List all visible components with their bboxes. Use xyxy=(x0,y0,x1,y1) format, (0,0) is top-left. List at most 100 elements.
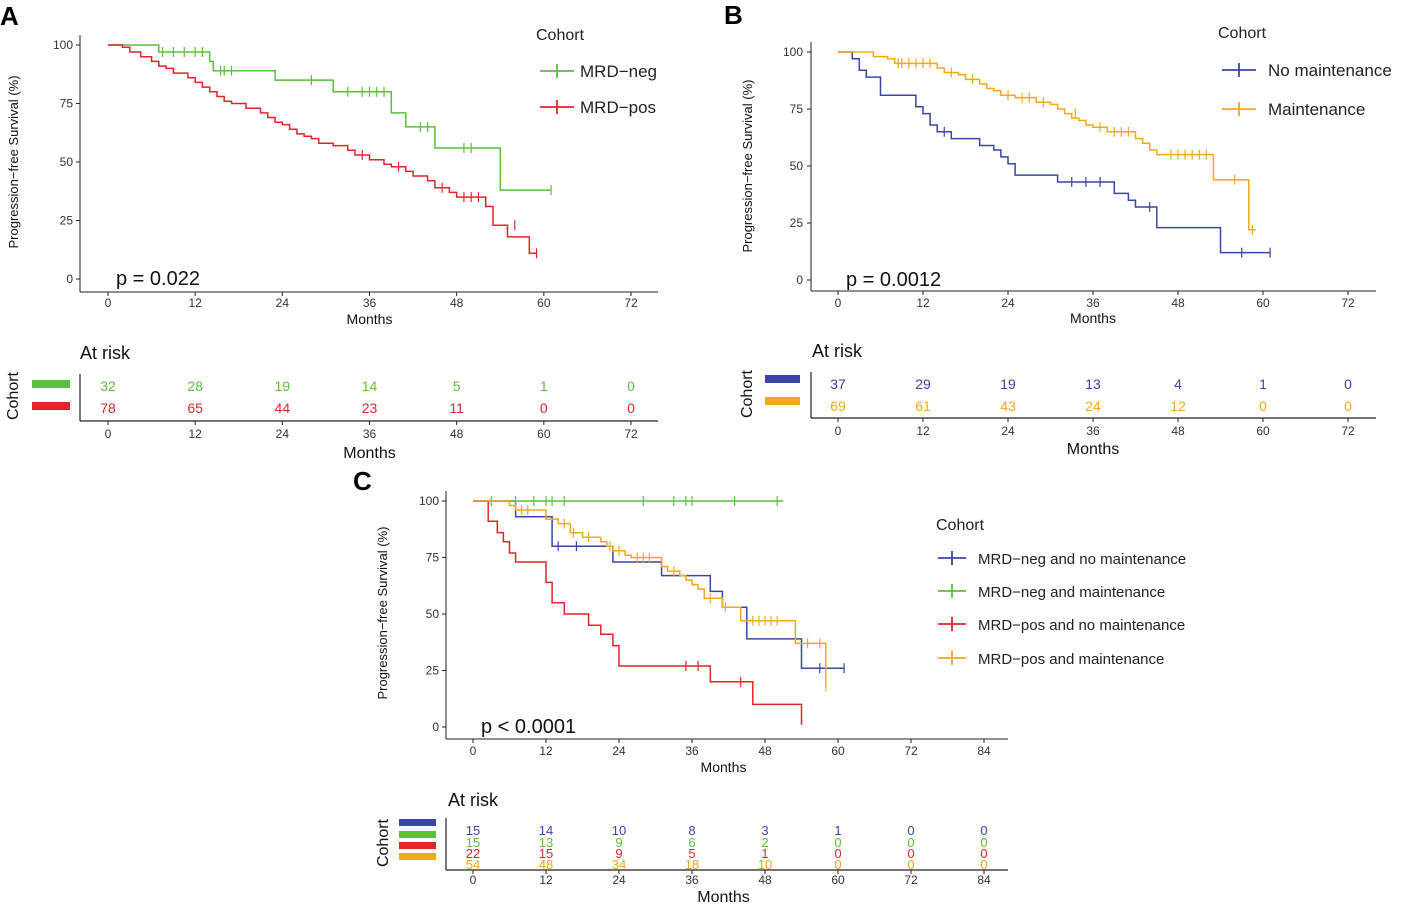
panel-c-risk-count: 9 xyxy=(615,846,622,861)
panel-b-risk-count: 61 xyxy=(915,398,931,414)
panel-b-risk-x-tick-label: 60 xyxy=(1256,424,1270,438)
panel-c-risk-count: 0 xyxy=(980,835,987,850)
panel-c-x-axis-label: Months xyxy=(701,759,747,775)
panel-c-risk-x-tick-label: 48 xyxy=(758,873,772,887)
panel-a-risk-count: 65 xyxy=(187,400,203,416)
panel-a-risk-swatch-1 xyxy=(32,402,70,410)
panel-b-risk-count: 4 xyxy=(1174,376,1182,392)
panel-c-x-tick-label: 84 xyxy=(977,744,991,758)
panel-c-risk-y-label: Cohort xyxy=(375,818,392,867)
panel-c-legend-label-3: MRD−pos and maintenance xyxy=(978,651,1164,668)
panel-a-y-tick-label: 100 xyxy=(53,38,73,52)
panel-label-c: C xyxy=(353,466,372,496)
panel-b-risk-count: 37 xyxy=(830,376,846,392)
panel-c-risk-swatch-1 xyxy=(399,831,436,838)
panel-a-risk-y-label: Cohort xyxy=(5,371,22,420)
panel-c-risk-count: 0 xyxy=(907,835,914,850)
panel-c-risk-count: 2 xyxy=(761,835,768,850)
panel-c-risk-x-tick-label: 24 xyxy=(612,873,626,887)
panel-c-risk-swatch-2 xyxy=(399,842,436,849)
panel-b-risk-x-tick-label: 24 xyxy=(1001,424,1015,438)
panel-c-x-tick-label: 0 xyxy=(470,744,477,758)
panel-c-risk-count: 18 xyxy=(685,857,699,872)
panel-c-risk-count: 0 xyxy=(980,857,987,872)
panel-label-b: B xyxy=(724,0,743,30)
panel-c-y-tick-label: 0 xyxy=(432,720,439,734)
panel-c-risk-count: 1 xyxy=(761,846,768,861)
panel-b-risk-count: 0 xyxy=(1344,376,1352,392)
panel-a-x-tick-label: 60 xyxy=(537,296,551,310)
panel-a-risk-count: 0 xyxy=(540,400,548,416)
panel-a-risk-x-label: Months xyxy=(343,445,395,462)
panel-a-risk-swatch-0 xyxy=(32,380,70,388)
panel-a-risk-count: 14 xyxy=(362,378,378,394)
panel-a-risk-x-tick-label: 48 xyxy=(450,427,464,441)
panel-b-y-tick-label: 0 xyxy=(796,273,803,287)
panel-c-risk-count: 0 xyxy=(834,846,841,861)
panel-b-risk-x-tick-label: 48 xyxy=(1171,424,1185,438)
panel-c-legend-title: Cohort xyxy=(936,517,985,534)
panel-b-risk-x-tick-label: 72 xyxy=(1341,424,1355,438)
panel-c-x-tick-label: 12 xyxy=(539,744,553,758)
panel-a-series-0-curve xyxy=(108,44,552,191)
panel-c-legend-label-1: MRD−neg and maintenance xyxy=(978,584,1165,601)
panel-b-y-tick-label: 50 xyxy=(790,159,804,173)
panel-b-x-tick-label: 72 xyxy=(1341,296,1355,310)
panel-a-x-tick-label: 0 xyxy=(105,296,112,310)
panel-c-risk-x-tick-label: 0 xyxy=(470,873,477,887)
panel-b-risk-count: 19 xyxy=(1000,376,1016,392)
panel-a-risk-count: 1 xyxy=(540,378,548,394)
panel-b-risk-count: 0 xyxy=(1344,398,1352,414)
panel-c-risk-swatch-0 xyxy=(399,819,436,826)
panel-b-risk-count: 69 xyxy=(830,398,846,414)
panel-a-y-tick-label: 0 xyxy=(66,272,73,286)
panel-c-risk-x-tick-label: 36 xyxy=(685,873,699,887)
panel-a-risk-x-tick-label: 0 xyxy=(105,427,112,441)
panel-b-p-value: p = 0.0012 xyxy=(846,269,941,291)
panel-b-x-tick-label: 36 xyxy=(1086,296,1100,310)
panel-c-risk-count: 9 xyxy=(615,835,622,850)
panel-a-y-tick-label: 50 xyxy=(60,155,74,169)
panel-b-risk-x-tick-label: 36 xyxy=(1086,424,1100,438)
panel-b-legend-title: Cohort xyxy=(1218,25,1267,42)
panel-c-risk-x-tick-label: 60 xyxy=(831,873,845,887)
panel-b-y-axis-label: Progression−free Survival (%) xyxy=(740,79,755,252)
panel-c-risk-count: 34 xyxy=(612,857,626,872)
panel-c-x-tick-label: 72 xyxy=(904,744,918,758)
panel-a-x-tick-label: 48 xyxy=(450,296,464,310)
panel-c-risk-count: 0 xyxy=(907,823,914,838)
panel-b-risk-count: 24 xyxy=(1085,398,1101,414)
panel-b-y-tick-label: 100 xyxy=(783,45,803,59)
panel-c-series-0-curve xyxy=(473,500,845,669)
panel-c-risk-count: 48 xyxy=(539,857,553,872)
panel-a-x-tick-label: 24 xyxy=(276,296,290,310)
panel-b-risk-count: 0 xyxy=(1259,398,1267,414)
panel-b-x-tick-label: 0 xyxy=(835,296,842,310)
panel-a-x-tick-label: 36 xyxy=(363,296,377,310)
panel-b-risk-count: 12 xyxy=(1170,398,1186,414)
panel-b-x-tick-label: 24 xyxy=(1001,296,1015,310)
panel-b-legend-label-1: Maintenance xyxy=(1268,100,1365,119)
panel-a-legend-title: Cohort xyxy=(536,27,585,44)
panel-b-risk-x-label: Months xyxy=(1067,441,1119,458)
panel-a-risk-x-tick-label: 72 xyxy=(624,427,638,441)
panel-a-risk-count: 0 xyxy=(627,400,635,416)
panel-b-x-tick-label: 12 xyxy=(916,296,930,310)
panel-c-y-axis-label: Progression−free Survival (%) xyxy=(375,526,390,699)
panel-c-risk-x-tick-label: 72 xyxy=(904,873,918,887)
panel-b-risk-title: At risk xyxy=(812,341,863,361)
panel-a-risk-count: 0 xyxy=(627,378,635,394)
panel-c-risk-count: 1 xyxy=(834,823,841,838)
panel-a-legend-label-1: MRD−pos xyxy=(580,98,656,117)
panel-c-risk-count: 0 xyxy=(907,857,914,872)
panel-a-risk-title: At risk xyxy=(80,343,131,363)
panel-a-risk-count: 19 xyxy=(275,378,291,394)
panel-b-risk-x-tick-label: 12 xyxy=(916,424,930,438)
panel-b-y-tick-label: 75 xyxy=(790,102,804,116)
panel-c-risk-title: At risk xyxy=(448,790,499,810)
panel-a-risk-count: 5 xyxy=(453,378,461,394)
panel-c-p-value: p < 0.0001 xyxy=(481,716,576,738)
panel-a-risk-count: 78 xyxy=(100,400,116,416)
